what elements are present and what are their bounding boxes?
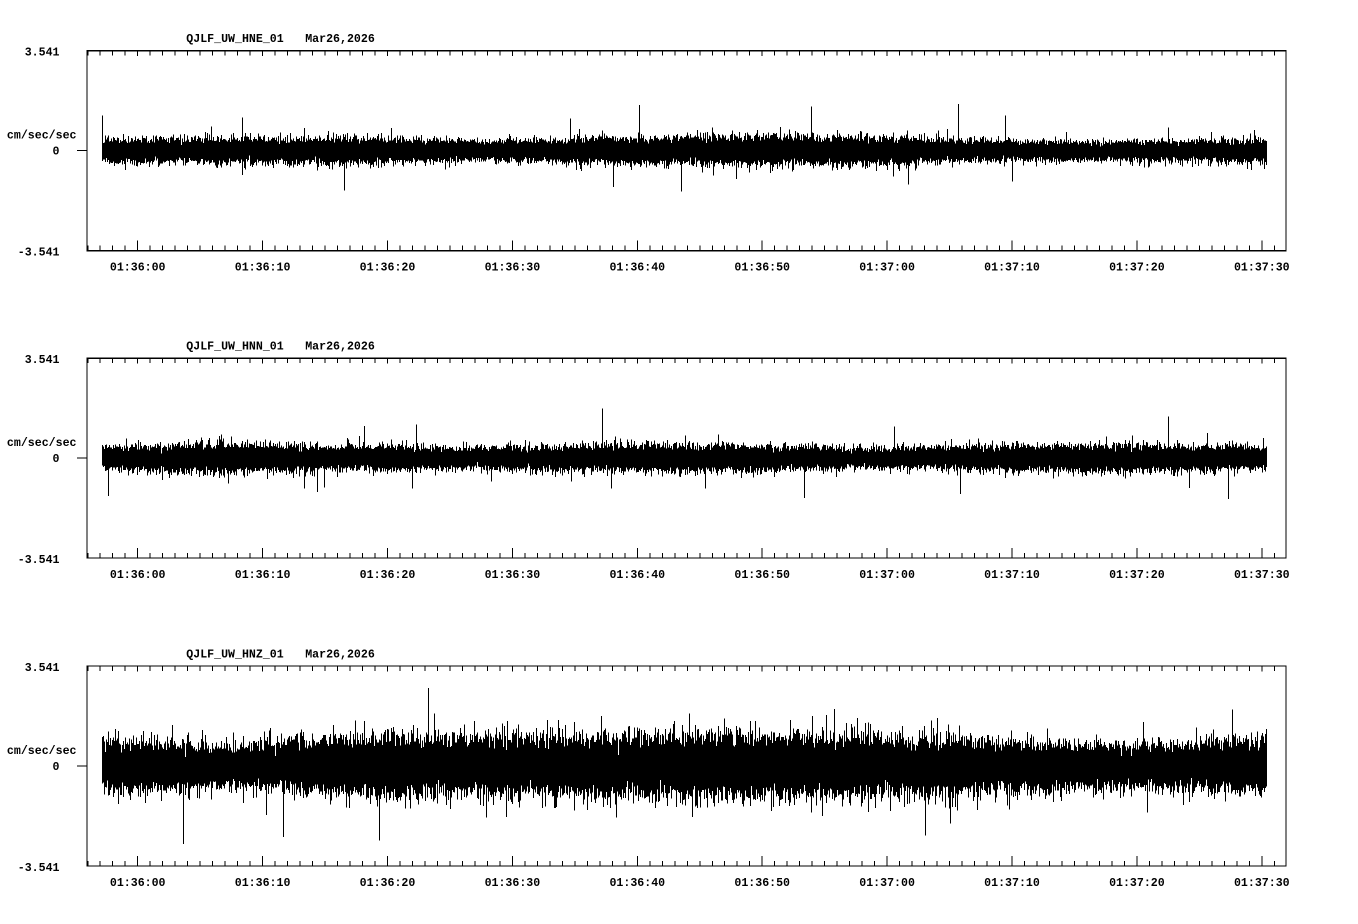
svg-text:0: 0: [53, 761, 60, 774]
svg-text:QJLF_UW_HNZ_01: QJLF_UW_HNZ_01: [186, 648, 283, 661]
svg-text:01:37:30: 01:37:30: [1234, 569, 1290, 582]
svg-text:cm/sec/sec: cm/sec/sec: [7, 745, 77, 758]
svg-text:01:37:30: 01:37:30: [1234, 262, 1290, 275]
svg-text:01:37:10: 01:37:10: [984, 877, 1040, 890]
svg-text:01:36:00: 01:36:00: [110, 262, 166, 275]
svg-text:-3.541: -3.541: [18, 247, 60, 260]
svg-text:3.541: 3.541: [25, 662, 60, 675]
svg-text:-3.541: -3.541: [18, 554, 60, 567]
svg-text:01:36:40: 01:36:40: [609, 569, 665, 582]
svg-text:01:37:00: 01:37:00: [859, 569, 915, 582]
svg-text:01:36:30: 01:36:30: [485, 877, 541, 890]
svg-text:01:37:00: 01:37:00: [859, 262, 915, 275]
svg-text:QJLF_UW_HNN_01: QJLF_UW_HNN_01: [186, 341, 283, 354]
svg-text:cm/sec/sec: cm/sec/sec: [7, 130, 77, 143]
svg-text:01:36:30: 01:36:30: [485, 262, 541, 275]
svg-text:Mar26,2026: Mar26,2026: [305, 33, 375, 46]
svg-text:QJLF_UW_HNE_01: QJLF_UW_HNE_01: [186, 33, 283, 46]
svg-text:cm/sec/sec: cm/sec/sec: [7, 437, 77, 450]
svg-text:0: 0: [53, 146, 60, 159]
svg-text:01:37:30: 01:37:30: [1234, 877, 1290, 890]
svg-text:01:37:10: 01:37:10: [984, 262, 1040, 275]
svg-text:01:36:00: 01:36:00: [110, 877, 166, 890]
svg-text:01:36:00: 01:36:00: [110, 569, 166, 582]
svg-text:01:36:10: 01:36:10: [235, 262, 291, 275]
svg-text:01:36:20: 01:36:20: [360, 262, 416, 275]
svg-text:01:37:00: 01:37:00: [859, 877, 915, 890]
svg-text:01:36:30: 01:36:30: [485, 569, 541, 582]
svg-text:01:37:20: 01:37:20: [1109, 262, 1165, 275]
svg-text:01:36:10: 01:36:10: [235, 569, 291, 582]
svg-text:-3.541: -3.541: [18, 862, 60, 875]
svg-text:3.541: 3.541: [25, 354, 60, 367]
svg-text:Mar26,2026: Mar26,2026: [305, 648, 375, 661]
svg-text:01:36:40: 01:36:40: [609, 877, 665, 890]
svg-text:Mar26,2026: Mar26,2026: [305, 341, 375, 354]
svg-text:01:36:10: 01:36:10: [235, 877, 291, 890]
svg-text:3.541: 3.541: [25, 47, 60, 60]
svg-text:01:37:20: 01:37:20: [1109, 569, 1165, 582]
svg-text:01:36:20: 01:36:20: [360, 877, 416, 890]
svg-text:01:36:50: 01:36:50: [734, 877, 790, 890]
svg-text:01:36:50: 01:36:50: [734, 569, 790, 582]
svg-text:01:37:10: 01:37:10: [984, 569, 1040, 582]
svg-text:01:36:50: 01:36:50: [734, 262, 790, 275]
svg-text:01:36:20: 01:36:20: [360, 569, 416, 582]
svg-text:0: 0: [53, 453, 60, 466]
svg-text:01:36:40: 01:36:40: [609, 262, 665, 275]
svg-text:01:37:20: 01:37:20: [1109, 877, 1165, 890]
